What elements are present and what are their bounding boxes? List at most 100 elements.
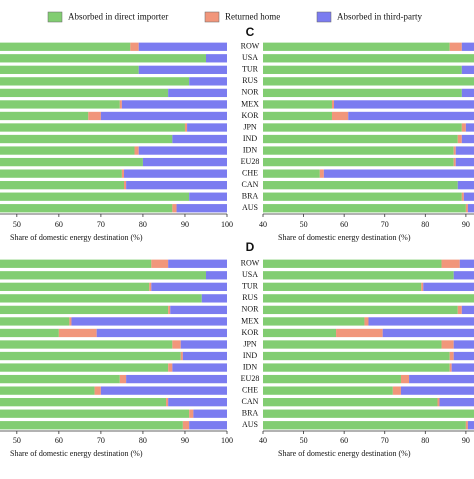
bar-segment (120, 375, 126, 383)
bar-segment (124, 181, 126, 189)
bar-segment (122, 169, 124, 177)
bar-segment (130, 43, 138, 51)
bar-segment (437, 398, 439, 406)
bar-segment (334, 100, 474, 108)
bar-segment (0, 294, 202, 302)
bar-segment (258, 123, 462, 131)
x-tick-label: 60 (55, 220, 63, 229)
x-axis-label: Share of domestic energy destination (%) (278, 233, 411, 242)
legend-label: Absorbed in direct importer (68, 12, 168, 22)
bar-segment (466, 421, 468, 429)
bar-segment (0, 181, 124, 189)
bar-segment (442, 260, 460, 268)
bar-segment (177, 204, 227, 212)
category-label: AUS (242, 420, 258, 429)
bar-segment (139, 66, 227, 74)
bar-segment (462, 135, 474, 143)
bar-segment (189, 421, 227, 429)
bar-segment (383, 329, 474, 337)
bar-segment (151, 260, 168, 268)
bar-segment (151, 283, 227, 291)
bar-segment (122, 100, 227, 108)
bar-segment (364, 317, 368, 325)
x-tick-label: 50 (13, 436, 21, 445)
bar-segment (462, 123, 466, 131)
bar-segment (0, 271, 206, 279)
bar-segment (0, 329, 59, 337)
bar-segment (462, 306, 474, 314)
bar-segment (0, 352, 181, 360)
legend-label: Absorbed in third-party (337, 12, 422, 22)
bar-segment (458, 181, 474, 189)
bar-segment (464, 193, 474, 201)
x-tick-label: 90 (462, 220, 470, 229)
bar-segment (393, 386, 401, 394)
bar-segment (0, 89, 168, 97)
x-tick-label: 80 (139, 436, 147, 445)
category-label: NOR (242, 88, 260, 97)
bar-segment (202, 294, 227, 302)
bar-segment (206, 54, 227, 62)
category-label: RUS (242, 76, 258, 85)
category-label: IDN (243, 362, 257, 371)
x-tick-label: 80 (421, 436, 429, 445)
x-tick-label: 70 (97, 436, 105, 445)
bar-segment (0, 410, 189, 418)
bar-segment (258, 100, 332, 108)
bar-segment (466, 204, 468, 212)
bar-segment (0, 158, 143, 166)
bar-segment (258, 146, 454, 154)
bar-segment (189, 410, 193, 418)
bar-segment (172, 135, 227, 143)
bar-segment (456, 146, 474, 154)
bar-segment (450, 363, 452, 371)
bar-segment (450, 43, 462, 51)
category-label: ROW (241, 42, 260, 51)
bar-segment (258, 386, 393, 394)
category-label: MEX (241, 316, 259, 325)
bar-segment (458, 135, 462, 143)
bar-segment (166, 398, 168, 406)
legend-swatch (317, 12, 331, 22)
bar-segment (258, 306, 458, 314)
x-tick-label: 70 (381, 436, 389, 445)
legend-swatch (48, 12, 62, 22)
bar-segment (193, 410, 227, 418)
category-label: CHE (242, 168, 258, 177)
bar-segment (126, 375, 227, 383)
bar-segment (0, 340, 172, 348)
bar-segment (468, 204, 474, 212)
bar-segment (409, 375, 474, 383)
bar-segment (258, 204, 466, 212)
bar-segment (440, 398, 474, 406)
bar-segment (168, 306, 170, 314)
bar-segment (462, 66, 474, 74)
x-tick-label: 100 (221, 220, 233, 229)
bar-segment (189, 193, 227, 201)
bar-segment (120, 100, 122, 108)
category-label: TUR (242, 65, 259, 74)
bar-segment (258, 271, 454, 279)
bar-segment (258, 375, 401, 383)
category-label: CAN (242, 397, 259, 406)
bar-segment (258, 193, 462, 201)
category-label: USA (242, 270, 258, 279)
bar-segment (423, 283, 474, 291)
bar-segment (442, 340, 454, 348)
category-label: MEX (241, 99, 259, 108)
bar-segment (258, 77, 474, 85)
category-label: ROW (241, 259, 260, 268)
category-label: JPN (243, 122, 257, 131)
bar-segment (460, 260, 474, 268)
x-axis-label: Share of domestic energy destination (%) (10, 233, 143, 242)
x-tick-label: 90 (181, 436, 189, 445)
x-tick-label: 60 (340, 436, 348, 445)
bar-segment (258, 283, 421, 291)
bar-segment (0, 66, 139, 74)
bar-segment (454, 340, 474, 348)
bar-segment (71, 317, 227, 325)
bar-segment (181, 340, 227, 348)
bar-segment (258, 169, 320, 177)
bar-segment (170, 306, 227, 314)
category-label: CHE (242, 385, 258, 394)
